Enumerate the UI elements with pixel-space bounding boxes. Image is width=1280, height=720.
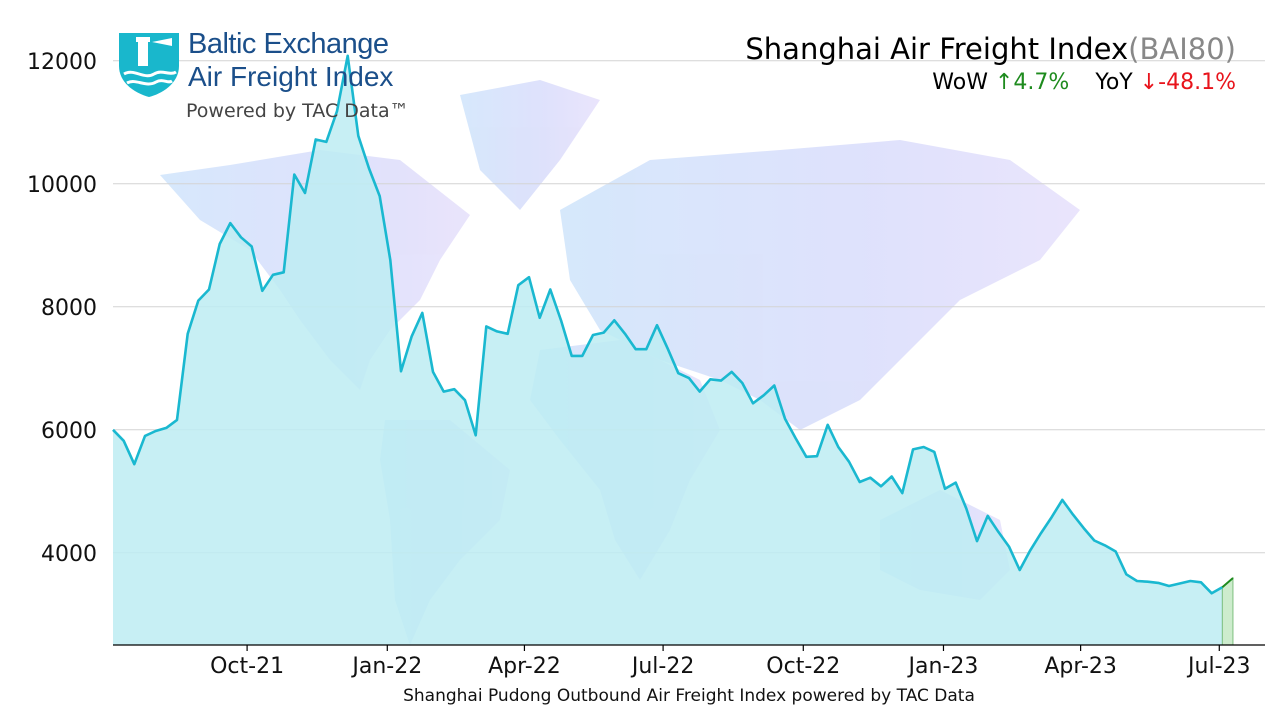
y-axis-ticks: 4000 6000 8000 10000 12000	[27, 50, 97, 567]
baltic-exchange-logo: Baltic Exchange Air Freight Index Powere…	[116, 28, 446, 128]
wow-change: ↑4.7%	[995, 70, 1069, 95]
wow-label: WoW	[932, 70, 988, 95]
logo-subtitle: Air Freight Index	[188, 61, 394, 92]
y-tick-label: 12000	[27, 50, 97, 75]
yoy-change: ↓-48.1%	[1140, 70, 1236, 95]
eurasia-shape	[560, 140, 1080, 430]
yoy-value: -48.1%	[1158, 70, 1236, 95]
wow-value: 4.7%	[1013, 70, 1070, 95]
y-tick-label: 8000	[41, 296, 97, 321]
chart-title-block: Shanghai Air Freight Index(BAI80) WoW ↑4…	[745, 32, 1236, 95]
x-tick-label: Oct-21	[210, 654, 284, 679]
x-tick-label: Apr-23	[1044, 654, 1117, 679]
x-tick-label: Jan-23	[907, 654, 979, 679]
yoy-label: YoY	[1095, 70, 1133, 95]
logo-powered-by: Powered by TAC Data™	[186, 100, 409, 122]
series-line	[112, 54, 1223, 595]
chart-title: Shanghai Air Freight Index	[745, 32, 1129, 66]
index-code: (BAI80)	[1128, 32, 1236, 66]
down-arrow-icon: ↓	[1139, 70, 1159, 95]
change-stats: WoW ↑4.7% YoY ↓-48.1%	[745, 70, 1236, 95]
x-tick-label: Jul-23	[1186, 654, 1250, 679]
greenland-shape	[460, 80, 600, 210]
x-tick-label: Jul-22	[630, 654, 694, 679]
x-tick-label: Jan-22	[350, 654, 422, 679]
x-axis-ticks: Oct-21 Jan-22 Apr-22 Jul-22 Oct-22 Jan-23 Apr-…	[210, 645, 1251, 679]
y-tick-label: 4000	[41, 542, 97, 567]
y-tick-label: 6000	[41, 419, 97, 444]
latest-week-line	[1221, 577, 1234, 588]
y-tick-label: 10000	[27, 173, 97, 198]
x-tick-label: Oct-22	[766, 654, 840, 679]
lighthouse-shield-icon	[119, 33, 179, 97]
up-arrow-icon: ↑	[994, 70, 1014, 95]
x-axis-label: Shanghai Pudong Outbound Air Freight Ind…	[403, 686, 975, 706]
logo-title: Baltic Exchange	[188, 28, 389, 60]
x-tick-label: Apr-22	[488, 654, 561, 679]
latest-week-fill	[1221, 576, 1234, 646]
